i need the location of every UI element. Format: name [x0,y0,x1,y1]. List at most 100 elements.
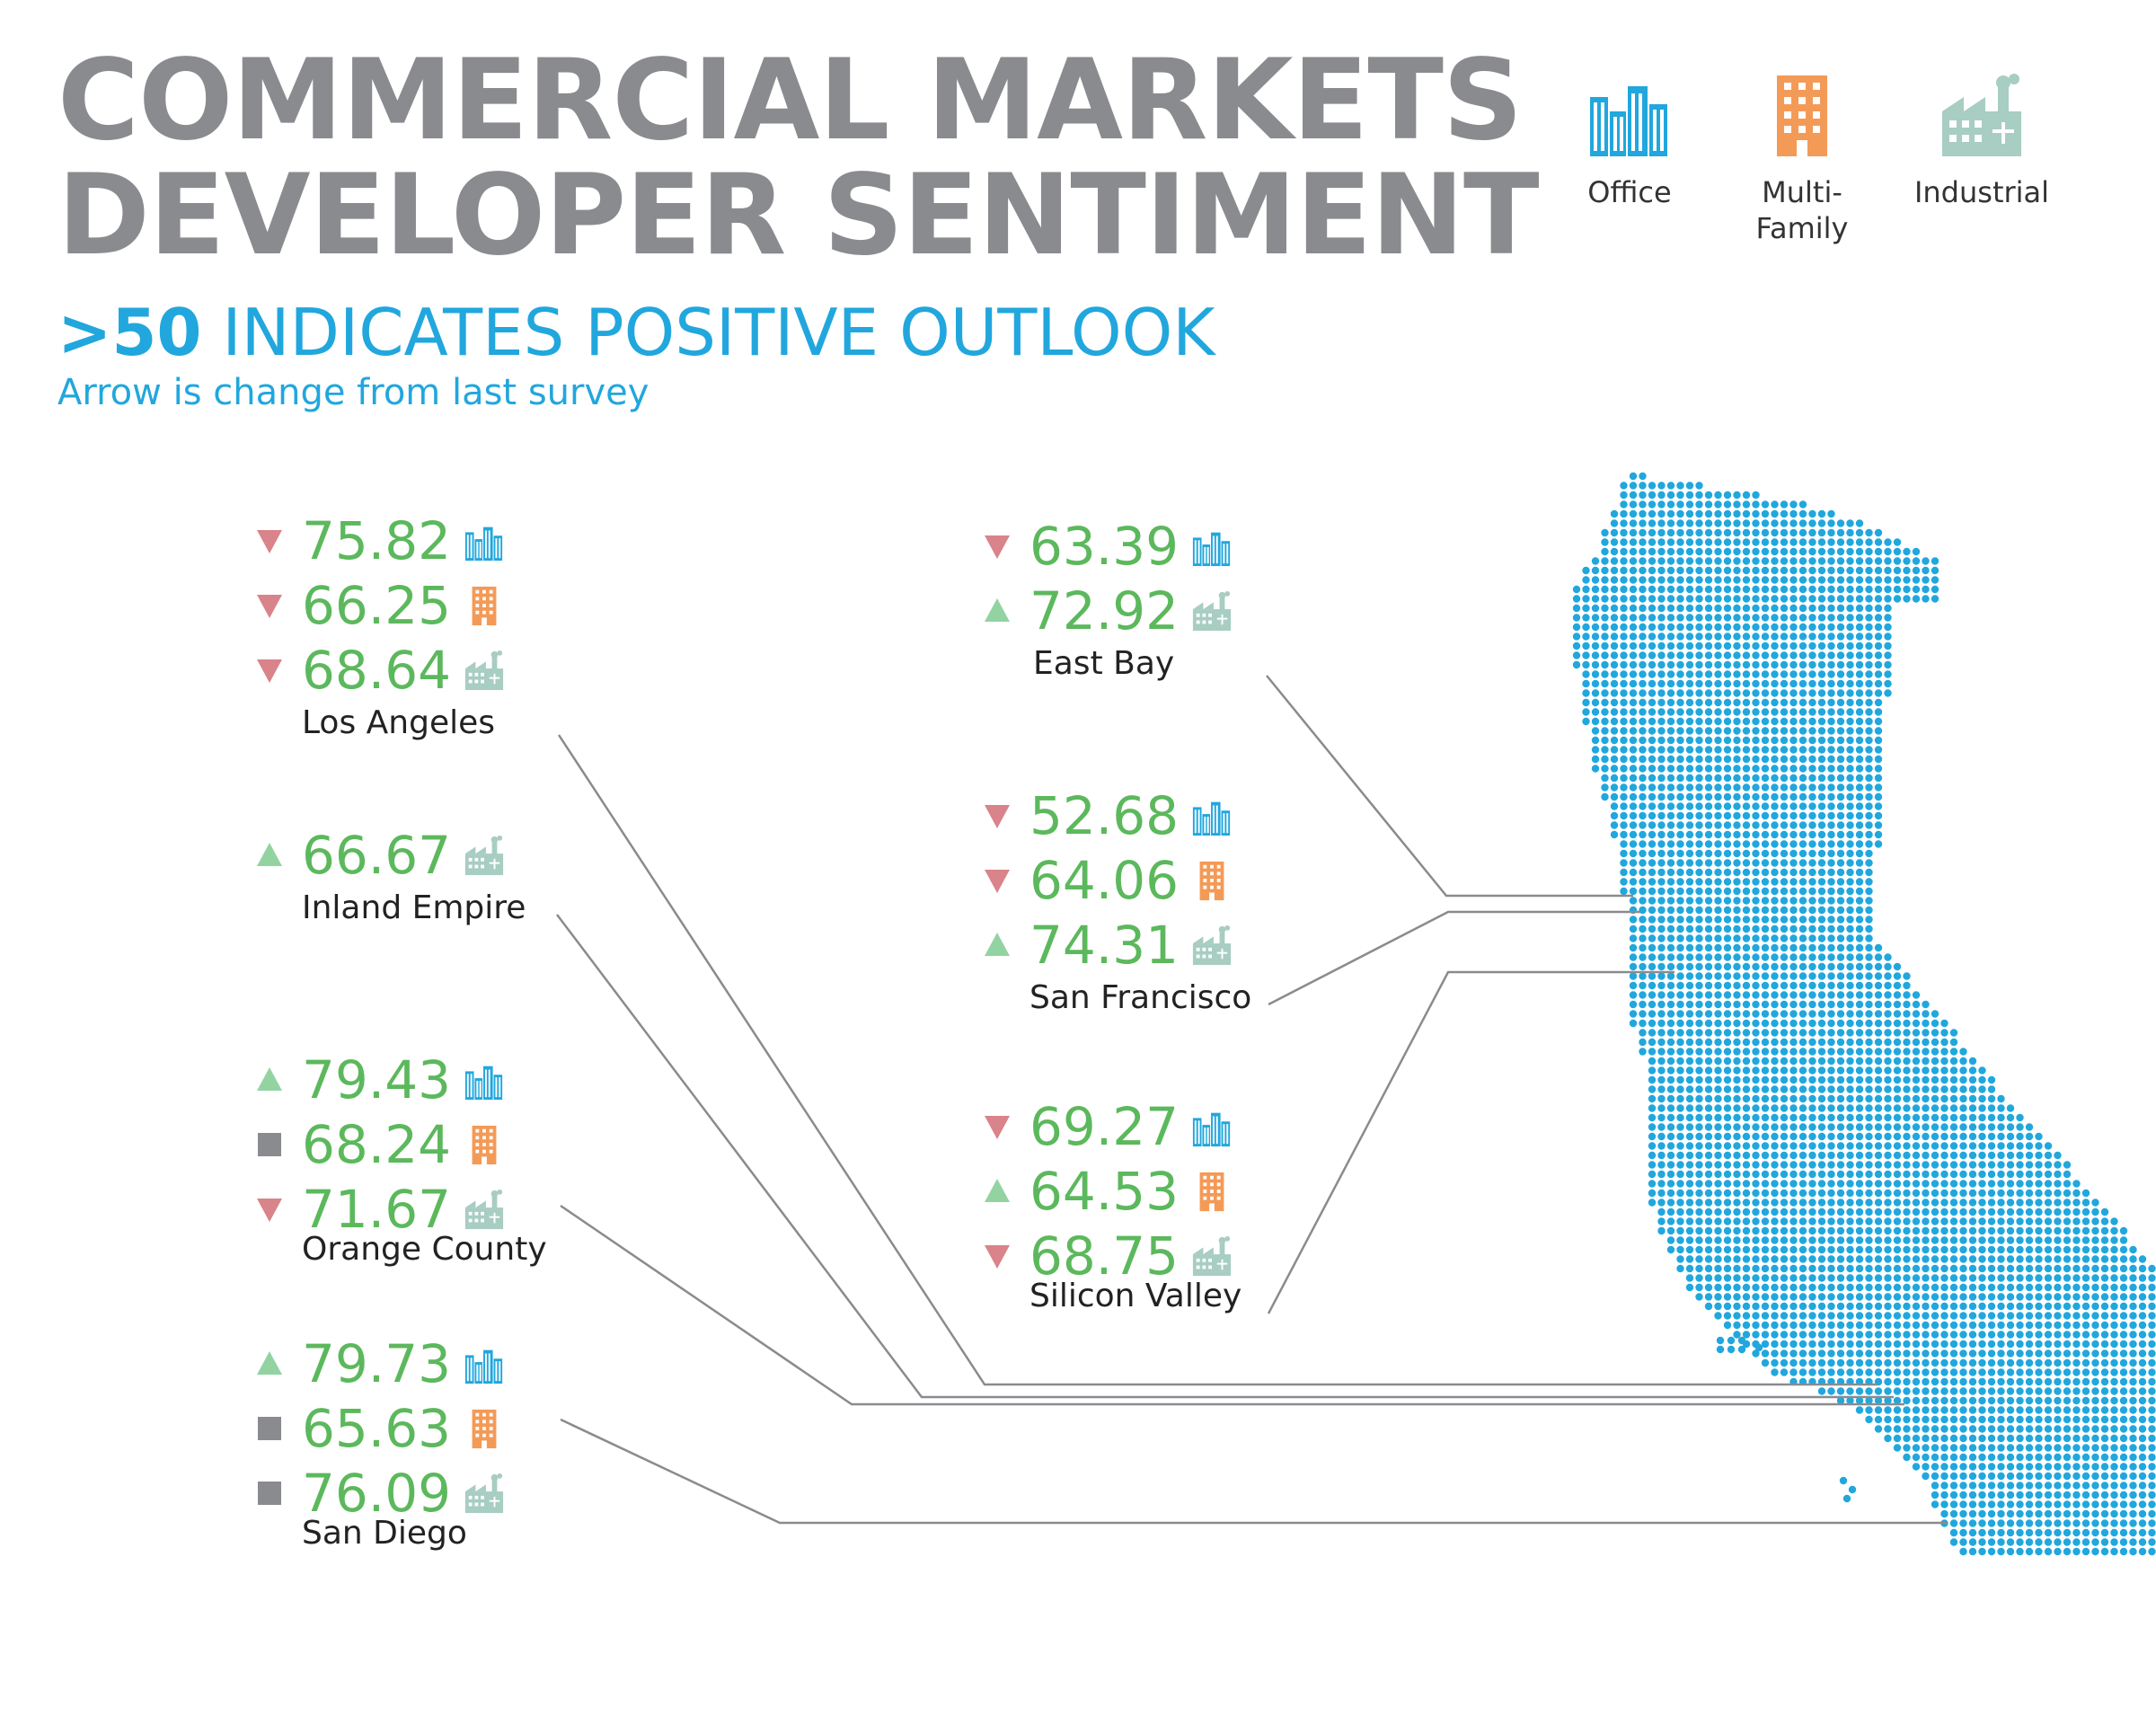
office-building-icon [464,520,505,562]
page-title: COMMERCIAL MARKETS DEVELOPER SENTIMENT [57,36,1540,280]
connector-orange-county [560,1204,1904,1406]
factory-icon [464,1473,505,1514]
metric-row: 68.64 [253,638,505,703]
value-office: 52.68 [1029,785,1180,846]
legend-office: Office [1540,72,1719,210]
metric-row: 68.75 [981,1224,1241,1288]
arrow-down-icon [981,800,1013,832]
value-multifamily: 64.06 [1029,850,1180,911]
subtitle: >50 INDICATES POSITIVE OUTLOOK [57,295,1215,370]
office-building-icon [1191,795,1233,836]
region-name: Los Angeles [302,704,495,741]
connector-san-diego [560,1418,1948,1525]
apartment-building-icon [1191,1171,1233,1212]
office-building-icon [1191,526,1233,567]
metric-row: 76.09 [253,1461,505,1526]
region-san-francisco: 52.68 64.06 74.31 San Francisco [981,783,1251,1016]
apartment-building-icon [464,1124,505,1165]
arrow-up-icon [981,929,1013,961]
arrow-down-icon [981,530,1013,562]
apartment-building-icon [464,585,505,626]
legend-industrial: Industrial [1892,72,2072,210]
value-office: 69.27 [1029,1096,1180,1157]
no-change-icon [253,1477,286,1509]
metric-row: 74.31 [981,913,1251,978]
metric-row: 63.39 [981,514,1233,579]
region-name: San Diego [302,1515,467,1552]
value-office: 79.73 [302,1333,452,1394]
value-industrial: 72.92 [1029,580,1180,641]
arrow-down-icon [981,1110,1013,1143]
no-change-icon [253,1412,286,1445]
value-industrial: 71.67 [302,1179,452,1240]
metric-row: 79.43 [253,1048,547,1112]
metric-row: 64.06 [981,848,1251,913]
value-office: 79.43 [302,1049,452,1110]
arrow-down-icon [981,1240,1013,1272]
arrow-up-icon [981,595,1013,627]
value-industrial: 68.75 [1029,1225,1180,1287]
factory-icon [1191,1235,1233,1277]
value-office: 63.39 [1029,516,1180,577]
region-los-angeles: 75.82 66.25 68.64 Los Angeles [253,509,505,741]
metric-row: 79.73 [253,1331,505,1396]
value-industrial: 66.67 [302,825,452,886]
office-building-icon [464,1059,505,1101]
connector-east-bay [1266,675,1633,898]
metric-row: 71.67 [253,1177,547,1242]
arrow-up-icon [981,1175,1013,1208]
metric-row: 66.25 [253,573,505,638]
title-line-2: DEVELOPER SENTIMENT [57,151,1540,280]
legend-label-industrial: Industrial [1913,175,2050,209]
connector-los-angeles [557,734,1878,1386]
region-name: Inland Empire [302,889,526,926]
office-building-icon [1191,1106,1233,1147]
metric-row: 75.82 [253,509,505,573]
factory-icon [464,1189,505,1230]
change-note: Arrow is change from last survey [57,372,649,413]
metric-row: 65.63 [253,1396,505,1461]
region-name: Orange County [302,1231,547,1268]
connector-san-francisco [1268,910,1640,1006]
office-building-icon [464,1343,505,1384]
region-name: Silicon Valley [1029,1278,1242,1314]
title-line-1: COMMERCIAL MARKETS [57,36,1523,165]
factory-icon [464,650,505,691]
value-industrial: 76.09 [302,1463,452,1524]
metric-row: 72.92 [981,579,1233,643]
value-multifamily: 66.25 [302,575,452,636]
metric-row: 68.24 [253,1112,547,1177]
factory-icon [1191,924,1233,966]
apartment-building-icon [1191,860,1233,901]
metric-row: 69.27 [981,1094,1241,1159]
region-orange-county: 79.43 68.24 71.67 Orange County [253,1048,547,1268]
arrow-up-icon [253,1348,286,1380]
factory-icon [1191,590,1233,632]
region-silicon-valley: 69.27 64.53 68.75 Silicon Valley [981,1094,1241,1314]
subtitle-text: INDICATES POSITIVE OUTLOOK [201,295,1215,370]
metric-row: 66.67 [253,823,526,888]
connector-inland-empire [556,914,1894,1399]
legend-label-multifamily: Multi- Family [1755,175,1849,245]
value-industrial: 74.31 [1029,915,1180,976]
value-office: 75.82 [302,510,452,571]
arrow-up-icon [253,1064,286,1096]
value-multifamily: 64.53 [1029,1161,1180,1222]
value-multifamily: 68.24 [302,1114,452,1175]
legend-label-office: Office [1587,175,1672,209]
value-multifamily: 65.63 [302,1398,452,1459]
metric-row: 52.68 [981,783,1251,848]
arrow-down-icon [253,654,286,686]
region-name: East Bay [1033,645,1175,682]
apartment-building-icon [464,1408,505,1449]
legend-multifamily: Multi- Family [1712,72,1892,246]
arrow-down-icon [981,864,1013,897]
subtitle-threshold: >50 [57,295,202,370]
factory-icon [464,835,505,876]
no-change-icon [253,1128,286,1161]
arrow-up-icon [253,839,286,871]
region-east-bay: 63.39 72.92 East Bay [981,514,1233,682]
arrow-down-icon [253,589,286,622]
region-san-diego: 79.73 65.63 76.09 San Diego [253,1331,505,1552]
